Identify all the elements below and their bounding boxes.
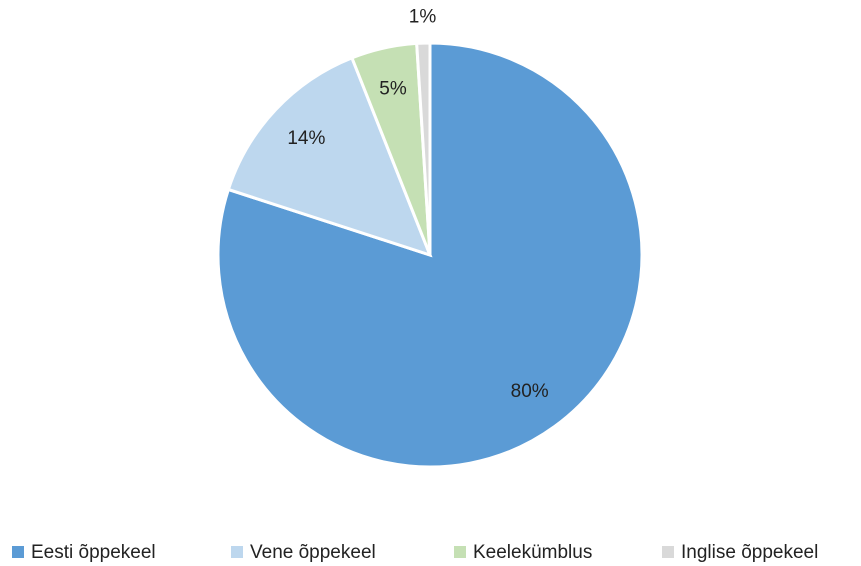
data-label: 80% [511, 381, 549, 402]
legend-label: Vene õppekeel [250, 542, 376, 563]
legend-swatch [12, 546, 24, 558]
legend-swatch [454, 546, 466, 558]
data-label: 14% [287, 128, 325, 149]
legend-swatch [231, 546, 243, 558]
pie-slice [415, 41, 432, 256]
legend-label: Eesti õppekeel [31, 542, 156, 563]
data-label: 5% [379, 79, 407, 100]
pie-slice [226, 55, 433, 258]
legend-label: Inglise õppekeel [681, 542, 818, 563]
data-label: 1% [409, 7, 437, 28]
legend-label: Keelekümblus [473, 542, 592, 563]
legend-swatch [662, 546, 674, 558]
